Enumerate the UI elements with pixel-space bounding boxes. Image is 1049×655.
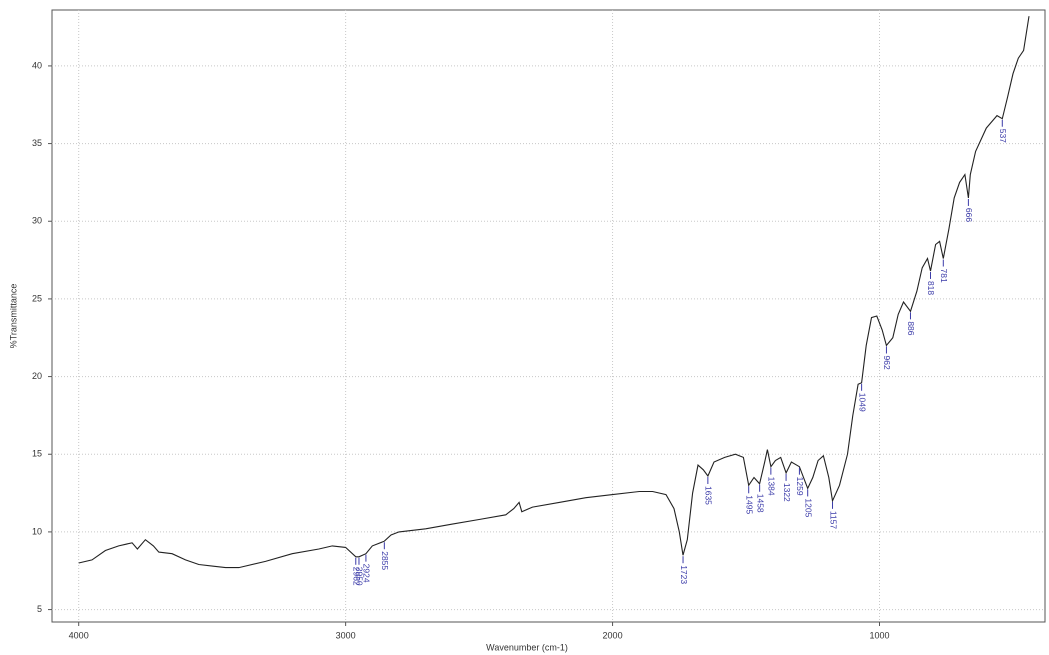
spectrum-line [78, 16, 1030, 569]
x-tick-label: 4000 [69, 630, 89, 640]
peak-label: 1157 [828, 511, 838, 530]
peak-label: 666 [964, 208, 974, 222]
peak-label: 1723 [679, 565, 689, 584]
peak-label: 1384 [767, 477, 777, 496]
peak-label: 1635 [704, 486, 714, 505]
x-tick-label: 2000 [603, 630, 623, 640]
peak-label: 537 [998, 129, 1008, 143]
peak-label: 2855 [380, 551, 390, 570]
peak-label: 1259 [795, 477, 805, 496]
peak-label: 2962 [352, 567, 362, 586]
plot-frame [51, 9, 1046, 623]
peak-label: 962 [882, 356, 892, 370]
peak-label: 818 [926, 281, 936, 295]
y-tick-label: 40 [32, 60, 42, 70]
y-tick-label: 10 [32, 526, 42, 536]
x-tick-label: 1000 [869, 630, 889, 640]
peak-label: 886 [906, 321, 916, 335]
peak-label: 1458 [755, 494, 765, 513]
peak-label: 2950 [355, 567, 365, 586]
x-axis-label: Wavenumber (cm-1) [486, 642, 568, 652]
y-tick-label: 25 [32, 293, 42, 303]
peak-label: 781 [939, 269, 949, 283]
y-tick-label: 15 [32, 449, 42, 459]
y-tick-label: 5 [37, 604, 42, 614]
peak-label: 2924 [362, 564, 372, 583]
y-tick-label: 35 [32, 138, 42, 148]
y-tick-label: 30 [32, 216, 42, 226]
y-tick-label: 20 [32, 371, 42, 381]
peak-label: 1322 [782, 483, 792, 502]
x-tick-label: 3000 [336, 630, 356, 640]
y-axis-label: %Transmittance [8, 284, 18, 349]
peak-label: 1205 [803, 498, 813, 517]
peak-label: 1049 [857, 393, 867, 412]
peak-label: 1495 [744, 495, 754, 514]
